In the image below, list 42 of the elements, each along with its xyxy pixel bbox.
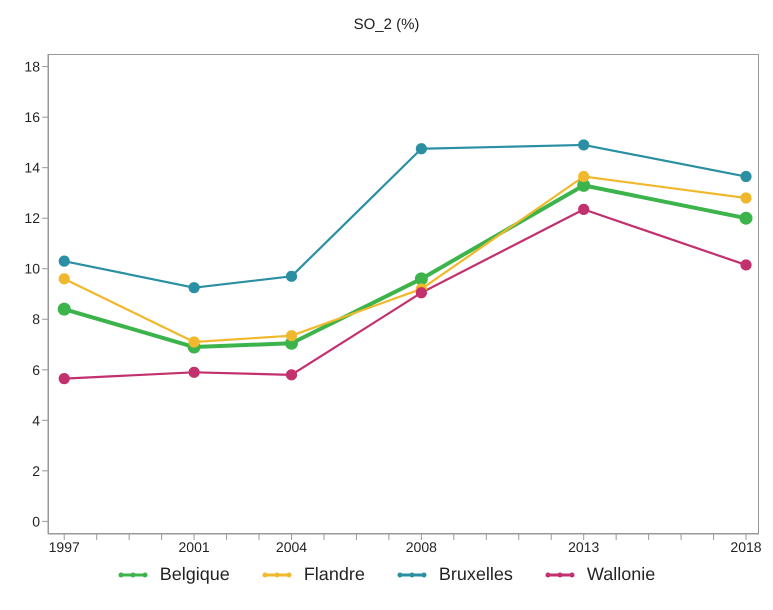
y-tick-label: 14 <box>24 160 40 176</box>
y-tick-label: 10 <box>24 260 40 277</box>
point <box>578 170 590 182</box>
y-tick-label: 4 <box>32 412 40 428</box>
point <box>740 212 753 225</box>
point <box>416 287 427 298</box>
x-tick-label: 2001 <box>178 538 210 555</box>
point <box>578 139 590 151</box>
x-tick-label: 2004 <box>276 538 308 555</box>
y-tick-label: 16 <box>24 109 40 126</box>
point <box>578 204 590 215</box>
y-tick-label: 12 <box>24 210 40 226</box>
y-tick-label: 2 <box>32 462 40 479</box>
point <box>58 302 71 316</box>
point <box>416 143 427 154</box>
point <box>577 178 590 192</box>
y-tick-label: 0 <box>32 513 40 530</box>
point <box>414 272 428 286</box>
legend-label: Flandre <box>304 564 365 585</box>
x-tick-label: 2008 <box>406 538 438 555</box>
y-tick-label: 8 <box>32 311 40 328</box>
point <box>58 256 70 267</box>
legend-label: Wallonie <box>586 564 656 585</box>
point <box>286 270 298 282</box>
x-tick-label: 2013 <box>568 538 600 555</box>
point <box>286 330 298 342</box>
point <box>188 336 200 348</box>
point <box>58 273 70 284</box>
y-tick-label: 6 <box>32 362 40 378</box>
point <box>58 373 70 384</box>
point <box>740 170 752 182</box>
x-tick-label: 1997 <box>48 538 80 555</box>
point <box>188 282 200 294</box>
point <box>188 366 200 378</box>
legend-label: Belgique <box>160 564 230 585</box>
y-tick-label: 18 <box>24 58 40 75</box>
point <box>740 259 752 271</box>
chart-title: SO_2 (%) <box>352 15 420 35</box>
legend-label: Bruxelles <box>438 564 513 585</box>
point <box>286 369 298 380</box>
x-tick-label: 2018 <box>730 538 762 555</box>
point <box>740 192 752 204</box>
